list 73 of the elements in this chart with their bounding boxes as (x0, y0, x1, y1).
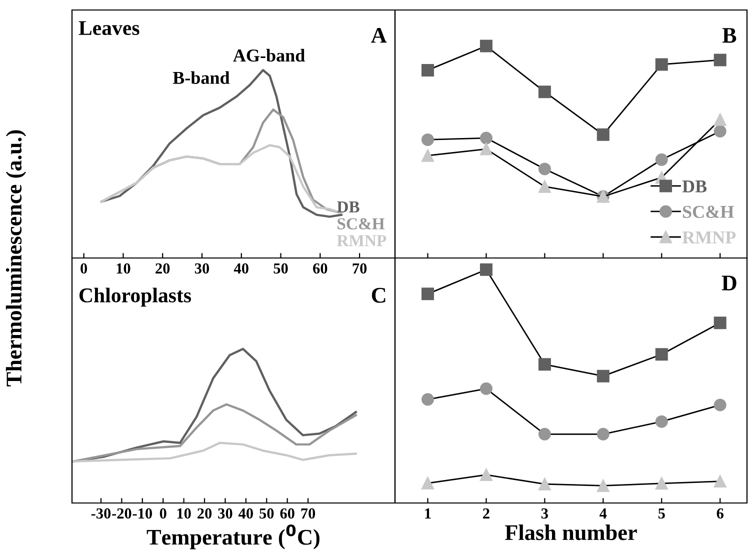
legend-label: SC&H (682, 206, 734, 218)
x-tick-label: 70 (352, 263, 367, 274)
chart-title: Leaves (78, 21, 140, 36)
point (714, 398, 726, 412)
x-tick-label: -20 (112, 508, 132, 519)
point (421, 476, 434, 490)
point (655, 58, 668, 71)
point (480, 40, 492, 52)
point (714, 475, 726, 488)
x-axis-title: Temperature ($^{0}$C) (146, 524, 320, 550)
text: C (372, 288, 386, 303)
point (538, 358, 551, 371)
x-tick-label: 40 (234, 263, 248, 274)
x-tick-label: 60 (313, 263, 328, 274)
series-label: SC&H (338, 218, 385, 230)
point (596, 128, 610, 141)
chart-title: Chloroplasts (79, 288, 192, 307)
y-axis-title: Thermoluminescence (a.u.) (6, 130, 26, 386)
point (421, 288, 434, 300)
point (538, 86, 551, 98)
text: A (371, 28, 387, 43)
point (596, 428, 610, 440)
point (480, 382, 492, 395)
x-tick-label: -10 (132, 508, 152, 519)
point (421, 149, 434, 162)
point (714, 113, 726, 126)
point (655, 477, 668, 490)
x-tick-label: 4 (600, 508, 607, 518)
point (480, 142, 492, 156)
point (421, 393, 434, 406)
x-tick-label: -30 (91, 508, 111, 519)
point (538, 428, 551, 440)
x-tick-label: 1 (425, 508, 431, 518)
point (714, 54, 726, 66)
point (480, 468, 492, 482)
point (596, 479, 610, 492)
point (538, 478, 551, 490)
text: B (722, 28, 736, 43)
x-tick-label: 20 (156, 263, 170, 274)
annotation: D (722, 276, 736, 290)
x-tick-label: 5 (658, 508, 665, 519)
point (596, 370, 610, 382)
x-tick-label: 10 (177, 508, 191, 519)
x-tick-label: 6 (716, 508, 724, 519)
point (421, 133, 434, 146)
x-tick-label: 40 (238, 508, 253, 519)
annotation: B-band (172, 71, 230, 84)
point (714, 316, 726, 330)
series-label: DB (336, 201, 360, 212)
point (655, 153, 668, 166)
point (538, 180, 551, 193)
x-tick-label: 0 (160, 508, 166, 519)
x-tick-label: 30 (218, 508, 232, 519)
x-tick-label: 30 (194, 263, 210, 274)
x-tick-label: 20 (198, 508, 212, 519)
x-tick-label: 60 (280, 508, 294, 519)
point (714, 124, 726, 138)
point (538, 162, 551, 176)
legend-label: DB (682, 180, 707, 192)
point (655, 415, 668, 428)
point (421, 64, 434, 76)
x-tick-label: 0 (80, 263, 88, 274)
x-tick-label: 50 (260, 508, 274, 519)
point (655, 348, 668, 361)
point (480, 132, 492, 144)
x-axis-title: Flash number (505, 524, 637, 540)
x-tick-label: 3 (541, 508, 548, 519)
point (480, 263, 492, 276)
x-tick-label: 50 (274, 263, 288, 274)
x-tick-label: 10 (116, 263, 130, 274)
x-tick-label: 2 (483, 508, 490, 518)
text: AG-band (233, 48, 305, 62)
x-tick-label: 70 (301, 508, 316, 519)
